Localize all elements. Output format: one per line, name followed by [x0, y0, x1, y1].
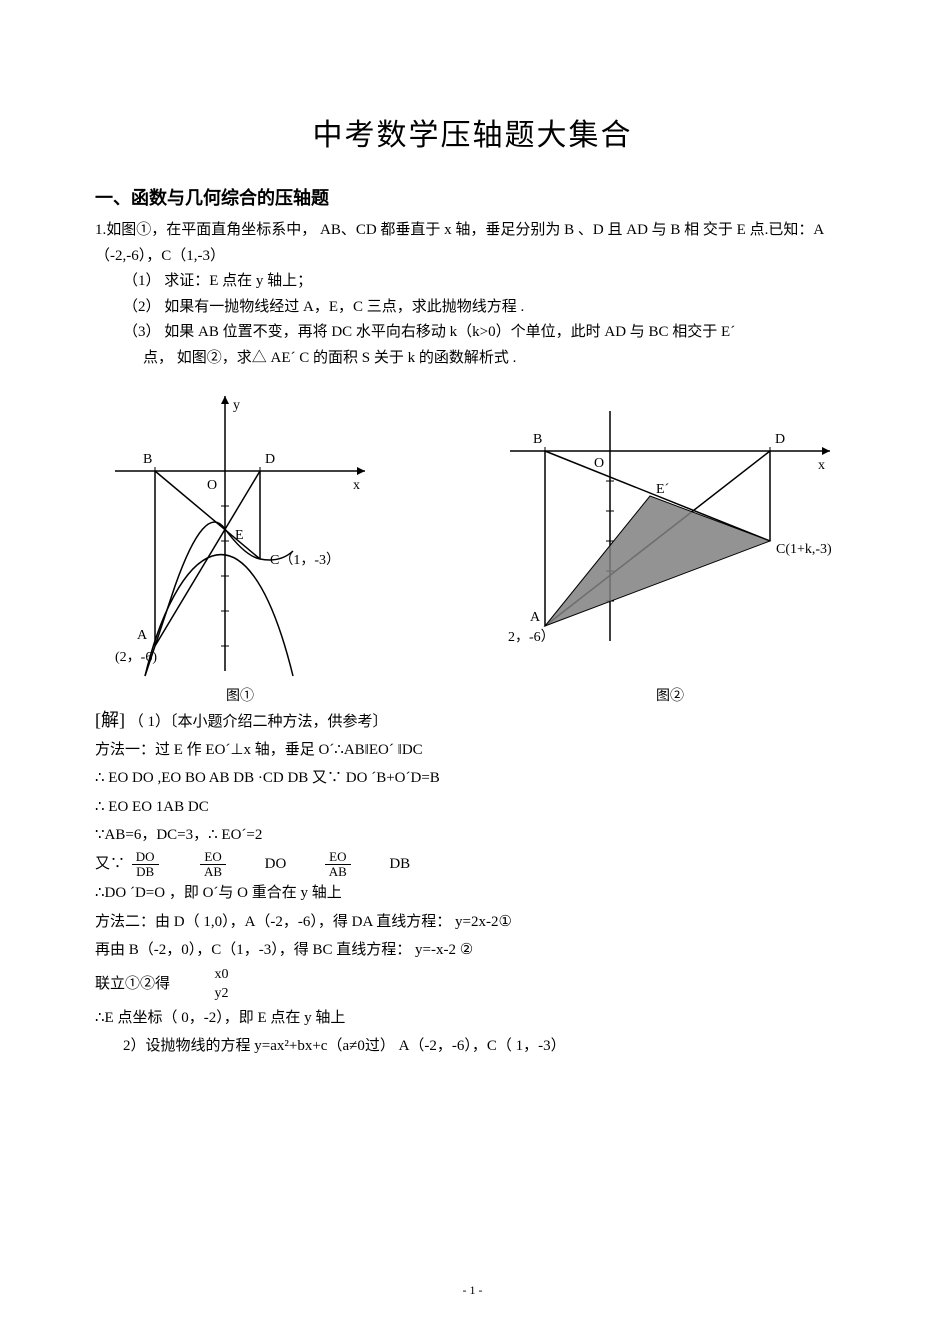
axis-x-label: x: [353, 478, 360, 493]
m5-mid2: DB: [389, 856, 410, 872]
method1-line4: ∵AB=6，DC=3，∴ EO´=2: [95, 821, 850, 850]
point-e2-label: E´: [656, 482, 669, 497]
point-d2-label: D: [775, 432, 785, 447]
fraction-3: EOAB: [325, 850, 351, 880]
system-label: 联立①②得: [95, 976, 170, 992]
point-a-label: A: [137, 628, 148, 643]
figure-2: B D O E´ C(1+k,-3) A 2，-6） x 图②: [490, 381, 850, 705]
axis-y-label: y: [233, 398, 240, 413]
page-title: 中考数学压轴题大集合: [95, 110, 850, 154]
point-c-label: C（1，-3）: [270, 552, 340, 568]
problem-intro: 1.如图①，在平面直角坐标系中， AB、CD 都垂直于 x 轴，垂足分别为 B …: [95, 218, 850, 269]
section-heading: 一、函数与几何综合的压轴题: [95, 184, 850, 210]
question-3-line1: （3） 如果 AB 位置不变，再将 DC 水平向右移动 k（k>0）个单位，此时…: [95, 320, 850, 346]
question-3-line2: 点， 如图②，求△ AE´ C 的面积 S 关于 k 的函数解析式 .: [95, 346, 850, 372]
fraction-2: EOAB: [200, 850, 226, 880]
method1-line2: ∴ EO DO ,EO BO AB DB ·CD DB 又∵ DO ´B+O´D…: [95, 764, 850, 793]
page-number: - 1 -: [0, 1283, 945, 1298]
figure-1-caption: 图①: [95, 685, 385, 705]
figure-1: y x B D O E C（1，-3） A (2，-6) 图①: [95, 381, 385, 705]
system-x: x0: [215, 967, 229, 982]
point-a2-label: A: [530, 610, 541, 625]
axis-x2-label: x: [818, 458, 825, 473]
fraction-1: DODB: [132, 850, 159, 880]
method2-system: 联立①②得 x0 y2: [95, 965, 850, 1004]
question-2: （2） 如果有一抛物线经过 A，E，C 三点，求此抛物线方程 .: [95, 295, 850, 321]
solution-head-line: [解] （ 1）〔本小题介绍二种方法，供参考〕: [95, 705, 850, 736]
method2-conclusion: ∴E 点坐标（ 0，-2），即 E 点在 y 轴上: [95, 1004, 850, 1033]
figure-2-caption: 图②: [490, 685, 850, 705]
solution-sub: （ 1）〔本小题介绍二种方法，供参考〕: [129, 714, 388, 730]
point-a-coord: (2，-6): [115, 650, 157, 665]
system-y: y2: [215, 986, 229, 1001]
point-c2-label: C(1+k,-3): [776, 542, 832, 557]
point-a2-coord: 2，-6）: [508, 629, 555, 645]
method1-line1: 方法一：过 E 作 EO´⊥x 轴，垂足 O´∴AB‖EO´ ‖DC: [95, 736, 850, 765]
point-b-label: B: [143, 452, 152, 467]
point-b2-label: B: [533, 432, 542, 447]
method1-line5: 又∵ DODB EOAB DO EOAB DB: [95, 850, 850, 880]
method1-line3: ∴ EO EO 1AB DC: [95, 793, 850, 822]
method2-line1: 方法二：由 D（ 1,0），A（-2，-6），得 DA 直线方程： y=2x-2…: [95, 908, 850, 937]
origin2-label: O: [594, 456, 604, 471]
question-1: （1） 求证：E 点在 y 轴上；: [95, 269, 850, 295]
origin-label: O: [207, 478, 217, 493]
figures-row: y x B D O E C（1，-3） A (2，-6) 图①: [95, 381, 850, 705]
method1-line6: ∴DO ´D=O ，即 O´与 O 重合在 y 轴上: [95, 879, 850, 908]
point-e-label: E: [235, 528, 244, 543]
system-brace: x0 y2: [206, 965, 229, 1004]
point-d-label: D: [265, 452, 275, 467]
part2-line: 2）设抛物线的方程 y=ax²+bx+c（a≠0过） A（-2，-6），C（ 1…: [95, 1032, 850, 1061]
solution-label: [解]: [95, 710, 125, 730]
m5-prefix: 又∵: [95, 856, 125, 872]
m5-mid1: DO: [265, 856, 287, 872]
method2-line2: 再由 B（-2，0），C（1，-3），得 BC 直线方程： y=-x-2 ②: [95, 936, 850, 965]
